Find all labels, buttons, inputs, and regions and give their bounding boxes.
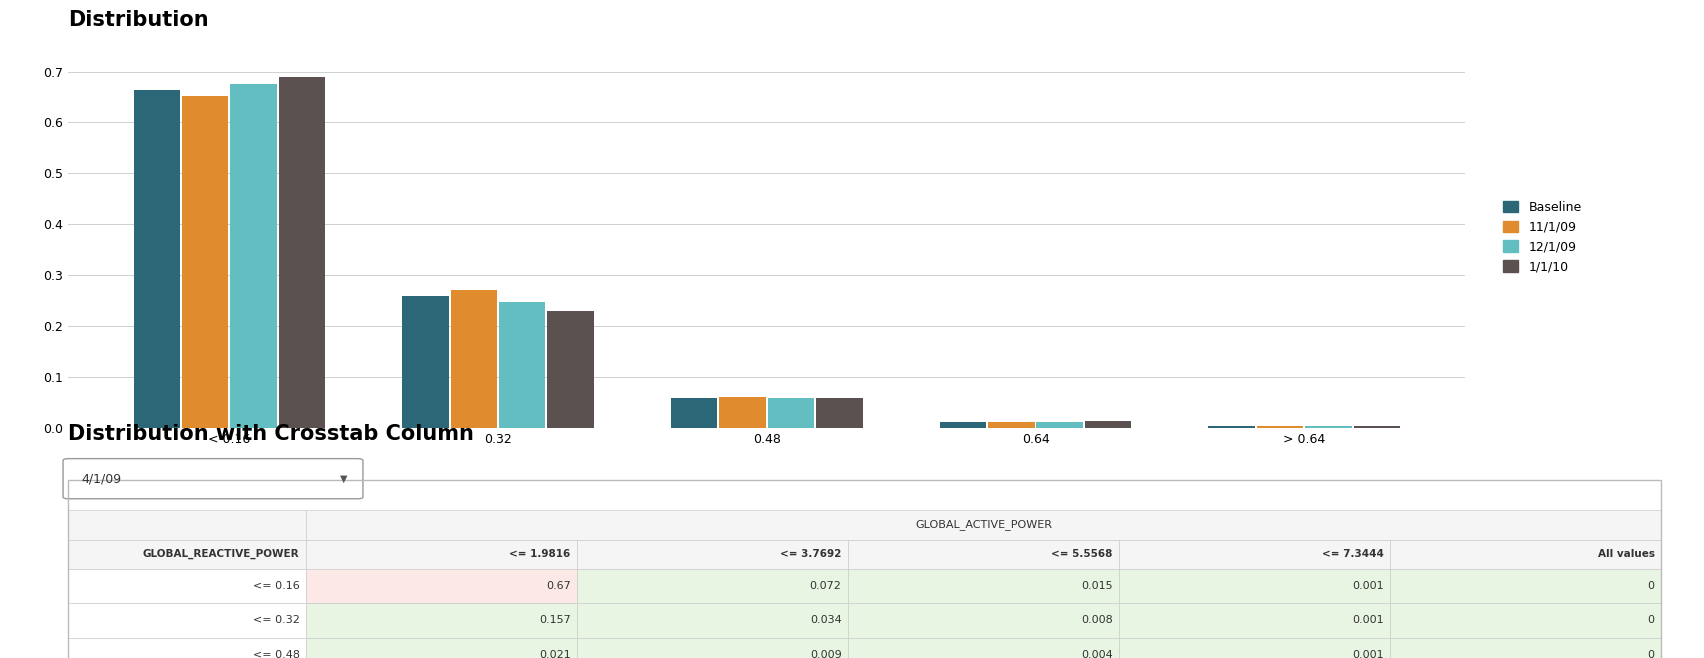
Bar (769, 398, 815, 428)
Bar (1305, 426, 1351, 428)
Bar (279, 76, 325, 428)
Text: <= 0.32: <= 0.32 (252, 615, 300, 626)
Bar (450, 290, 498, 428)
Text: <= 0.16: <= 0.16 (252, 581, 300, 592)
Text: 0: 0 (1648, 581, 1655, 592)
Text: <= 5.5568: <= 5.5568 (1051, 549, 1113, 559)
Text: <= 0.48: <= 0.48 (252, 649, 300, 658)
Text: 0.034: 0.034 (809, 615, 842, 626)
Text: 0.009: 0.009 (809, 649, 842, 658)
Bar (816, 398, 862, 428)
Text: <= 1.9816: <= 1.9816 (509, 549, 571, 559)
Bar (133, 90, 181, 428)
Text: <= 7.3444: <= 7.3444 (1322, 549, 1384, 559)
Bar (182, 96, 228, 428)
Text: GLOBAL_REACTIVE_POWER: GLOBAL_REACTIVE_POWER (143, 549, 300, 559)
Legend: Baseline, 11/1/09, 12/1/09, 1/1/10: Baseline, 11/1/09, 12/1/09, 1/1/10 (1500, 197, 1585, 277)
Text: Distribution: Distribution (68, 10, 210, 30)
Bar (1085, 421, 1131, 428)
Bar (499, 301, 545, 428)
Text: Distribution with Crosstab Column: Distribution with Crosstab Column (68, 424, 474, 444)
Bar (719, 397, 765, 428)
Text: 0.001: 0.001 (1351, 615, 1384, 626)
Text: 0.021: 0.021 (538, 649, 571, 658)
Text: 0.004: 0.004 (1080, 649, 1113, 658)
Text: 0.001: 0.001 (1351, 649, 1384, 658)
Text: All values: All values (1598, 549, 1655, 559)
Bar (1208, 426, 1254, 428)
Text: 0.072: 0.072 (809, 581, 842, 592)
Text: ▼: ▼ (341, 474, 348, 484)
Bar (547, 311, 595, 428)
Text: 0.001: 0.001 (1351, 581, 1384, 592)
Text: 0.008: 0.008 (1080, 615, 1113, 626)
Bar (1258, 426, 1304, 428)
Bar (402, 296, 448, 428)
Text: 0: 0 (1648, 615, 1655, 626)
Text: <= 3.7692: <= 3.7692 (780, 549, 842, 559)
Bar (230, 84, 276, 428)
Bar (1353, 426, 1401, 428)
Text: 0.67: 0.67 (545, 581, 571, 592)
Bar (939, 422, 987, 428)
Bar (671, 397, 717, 428)
Text: 0.015: 0.015 (1080, 581, 1113, 592)
Text: 0: 0 (1648, 649, 1655, 658)
Bar (988, 422, 1034, 428)
Bar (1036, 422, 1084, 428)
Text: GLOBAL_ACTIVE_POWER: GLOBAL_ACTIVE_POWER (915, 519, 1053, 530)
Text: 4/1/09: 4/1/09 (82, 472, 123, 485)
Text: 0.157: 0.157 (538, 615, 571, 626)
